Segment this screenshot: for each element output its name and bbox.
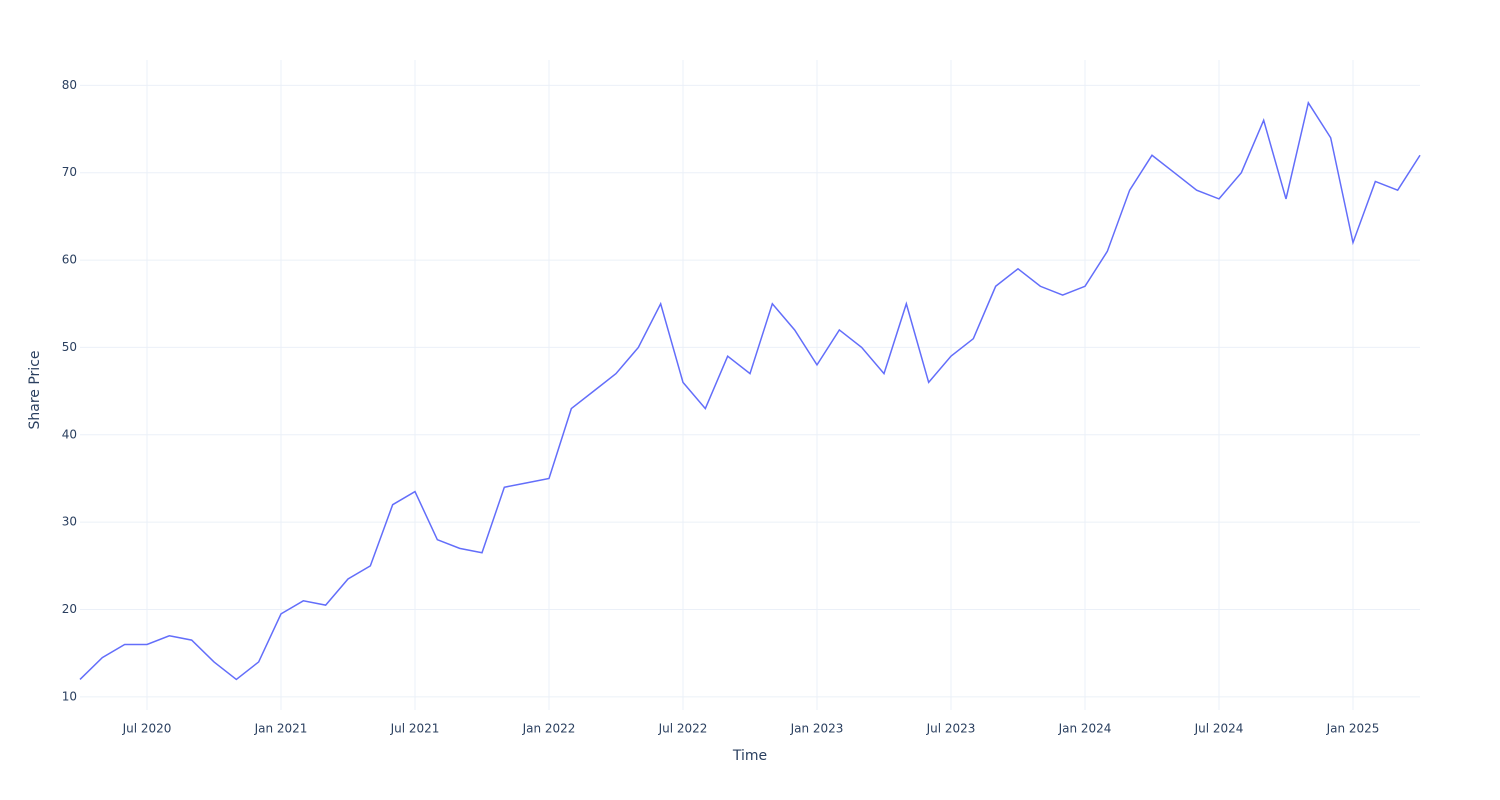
y-tick-label: 30 — [62, 515, 77, 529]
y-tick-label: 60 — [62, 253, 77, 267]
x-tick-label: Jan 2023 — [790, 722, 844, 736]
y-axis-title: Share Price — [27, 350, 43, 429]
x-tick-label: Jan 2022 — [522, 722, 576, 736]
x-tick-label: Jan 2024 — [1058, 722, 1112, 736]
x-tick-label: Jul 2021 — [390, 722, 440, 736]
y-tick-label: 20 — [62, 602, 77, 616]
y-tick-label: 70 — [62, 165, 77, 179]
y-tick-label: 10 — [62, 689, 77, 703]
x-tick-label: Jan 2021 — [254, 722, 308, 736]
x-tick-label: Jul 2024 — [1194, 722, 1244, 736]
x-tick-label: Jul 2023 — [926, 722, 976, 736]
x-axis-title: Time — [732, 748, 767, 764]
y-tick-label: 40 — [62, 427, 77, 441]
line — [79, 100, 1421, 681]
y-tick-label: 80 — [62, 78, 77, 92]
y-tick-label: 50 — [62, 340, 77, 354]
x-tick-label: Jul 2020 — [122, 722, 172, 736]
x-tick-label: Jul 2022 — [658, 722, 708, 736]
x-tick-label: Jan 2025 — [1326, 722, 1380, 736]
